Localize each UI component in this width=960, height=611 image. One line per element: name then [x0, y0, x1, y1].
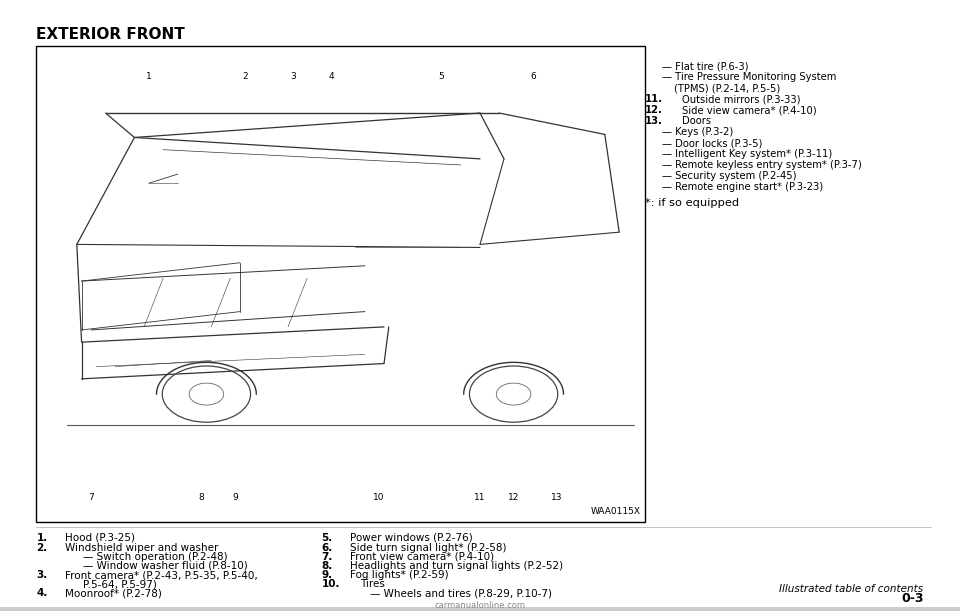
Text: 5: 5: [439, 72, 444, 81]
Text: 4.: 4.: [36, 588, 48, 598]
Text: Outside mirrors (P.3-33): Outside mirrors (P.3-33): [682, 94, 800, 104]
Text: 12: 12: [508, 494, 519, 502]
Text: Doors: Doors: [682, 116, 710, 126]
Text: — Wheels and tires (P.8-29, P.10-7): — Wheels and tires (P.8-29, P.10-7): [370, 588, 552, 598]
Bar: [0, 607, 960, 611]
Text: — Door locks (P.3-5): — Door locks (P.3-5): [662, 138, 763, 148]
Text: 3: 3: [290, 72, 296, 81]
Text: Windshield wiper and washer: Windshield wiper and washer: [65, 543, 219, 552]
Bar: [36, 46, 645, 522]
Text: — Security system (P.2-45): — Security system (P.2-45): [662, 171, 797, 181]
Text: 0-3: 0-3: [901, 592, 924, 605]
Text: — Window washer fluid (P.8-10): — Window washer fluid (P.8-10): [83, 561, 248, 571]
Text: — Keys (P.3-2): — Keys (P.3-2): [662, 127, 733, 137]
Text: Tires: Tires: [360, 579, 385, 589]
Text: carmanualonline.com: carmanualonline.com: [435, 601, 525, 610]
Text: Illustrated table of contents: Illustrated table of contents: [780, 584, 924, 594]
Text: Fog lights* (P.2-59): Fog lights* (P.2-59): [350, 570, 449, 580]
Text: 12.: 12.: [645, 105, 663, 115]
Text: *: if so equipped: *: if so equipped: [645, 198, 739, 208]
Text: P.5-64, P.5-97): P.5-64, P.5-97): [83, 579, 156, 589]
Text: 10: 10: [373, 494, 385, 502]
Text: 13.: 13.: [645, 116, 663, 126]
Text: — Switch operation (P.2-48): — Switch operation (P.2-48): [83, 552, 228, 562]
Text: 1: 1: [146, 72, 152, 81]
Text: Hood (P.3-25): Hood (P.3-25): [65, 533, 135, 543]
Text: — Tire Pressure Monitoring System: — Tire Pressure Monitoring System: [662, 72, 837, 82]
Text: 7.: 7.: [322, 552, 333, 562]
Text: EXTERIOR FRONT: EXTERIOR FRONT: [36, 27, 185, 43]
Text: 13: 13: [551, 494, 563, 502]
Text: 3.: 3.: [36, 570, 48, 580]
Text: Headlights and turn signal lights (P.2-52): Headlights and turn signal lights (P.2-5…: [350, 561, 564, 571]
Text: Power windows (P.2-76): Power windows (P.2-76): [350, 533, 473, 543]
Text: — Flat tire (P.6-3): — Flat tire (P.6-3): [662, 61, 749, 71]
Text: 7: 7: [88, 494, 94, 502]
Text: WAA0115X: WAA0115X: [590, 507, 640, 516]
Text: — Intelligent Key system* (P.3-11): — Intelligent Key system* (P.3-11): [662, 149, 832, 159]
Text: 8: 8: [199, 494, 204, 502]
Text: 11.: 11.: [645, 94, 663, 104]
Text: (TPMS) (P.2-14, P.5-5): (TPMS) (P.2-14, P.5-5): [674, 83, 780, 93]
Text: 5.: 5.: [322, 533, 333, 543]
Text: Side view camera* (P.4-10): Side view camera* (P.4-10): [682, 105, 816, 115]
Text: 2: 2: [242, 72, 248, 81]
Text: 1.: 1.: [36, 533, 48, 543]
Text: 11: 11: [474, 494, 486, 502]
Text: Moonroof* (P.2-78): Moonroof* (P.2-78): [65, 588, 162, 598]
Text: 6.: 6.: [322, 543, 333, 552]
Text: Side turn signal light* (P.2-58): Side turn signal light* (P.2-58): [350, 543, 507, 552]
Text: Front view camera* (P.4-10): Front view camera* (P.4-10): [350, 552, 494, 562]
Text: 6: 6: [530, 72, 536, 81]
Text: Front camera* (P.2-43, P.5-35, P.5-40,: Front camera* (P.2-43, P.5-35, P.5-40,: [65, 570, 258, 580]
Text: — Remote keyless entry system* (P.3-7): — Remote keyless entry system* (P.3-7): [662, 160, 862, 170]
Text: — Remote engine start* (P.3-23): — Remote engine start* (P.3-23): [662, 182, 824, 192]
Text: 4: 4: [328, 72, 334, 81]
Text: 9.: 9.: [322, 570, 333, 580]
Text: 2.: 2.: [36, 543, 48, 552]
Text: 9: 9: [232, 494, 238, 502]
Text: 10.: 10.: [322, 579, 340, 589]
Text: 8.: 8.: [322, 561, 333, 571]
